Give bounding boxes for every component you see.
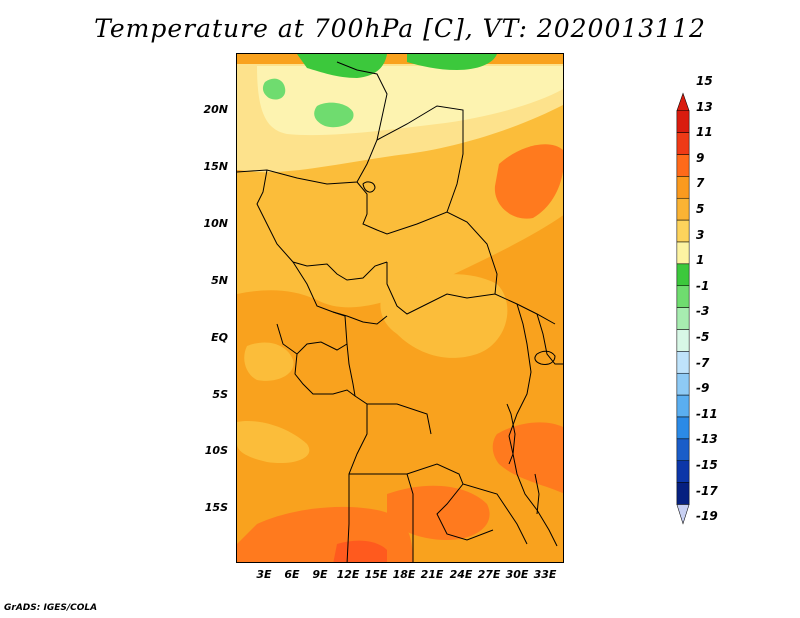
colorbar-segment — [676, 482, 690, 505]
colorbar-segment — [676, 197, 690, 221]
border-line — [276, 323, 348, 355]
field-1-3-west — [262, 78, 286, 100]
colorbar-high-arrow — [676, 92, 690, 112]
colorbar-label: 5 — [696, 202, 705, 216]
lat-label: 10S — [204, 444, 228, 457]
country-borders — [237, 61, 563, 562]
border-line — [536, 313, 563, 365]
lat-label: 5N — [211, 274, 228, 287]
colorbar-label: -9 — [696, 381, 710, 396]
lat-label: 20N — [203, 103, 228, 116]
colorbar-segments — [676, 110, 690, 505]
border-line — [356, 181, 498, 295]
colorbar-label: 13 — [696, 99, 713, 114]
colorbar — [676, 92, 690, 525]
lon-label: 33E — [533, 568, 557, 581]
field-1-3-top-right — [407, 54, 497, 70]
colorbar-segment — [676, 372, 690, 396]
colorbar-segment — [676, 110, 690, 133]
colorbar-label: 9 — [696, 150, 705, 165]
lon-label: 30E — [505, 568, 529, 581]
colorbar-label: -5 — [696, 330, 710, 344]
lat-label: EQ — [211, 331, 228, 344]
border-line — [256, 169, 388, 281]
colorbar-label: -15 — [696, 458, 718, 472]
colorbar-label: 3 — [696, 227, 705, 242]
lat-label: 15N — [203, 160, 228, 173]
colorbar-label: -19 — [696, 509, 718, 524]
colorbar-label: 15 — [696, 74, 713, 88]
lake-victoria — [534, 350, 556, 365]
field-9-11-sw — [237, 420, 310, 464]
colorbar-segment — [676, 351, 690, 374]
colorbar-label: -13 — [696, 432, 718, 447]
colorbar-segment — [676, 307, 690, 330]
footer-credit: GrADS: IGES/COLA — [4, 603, 98, 613]
colorbar-segment — [676, 460, 690, 483]
lake-tanganyika — [506, 403, 516, 465]
lakes — [362, 181, 556, 515]
map-field — [237, 54, 563, 562]
colorbar-label: -11 — [696, 406, 718, 421]
lat-label: 10N — [203, 217, 228, 230]
border-line — [346, 404, 368, 562]
colorbar-label: 1 — [696, 253, 705, 268]
colorbar-label: 7 — [696, 176, 705, 191]
field-9-11-west — [244, 342, 294, 381]
colorbar-segment — [676, 285, 690, 308]
lon-label: 24E — [449, 568, 473, 581]
border-line — [436, 483, 494, 541]
field-9-11-central — [380, 274, 508, 358]
lon-label: 27E — [477, 568, 501, 581]
border-line — [332, 311, 432, 435]
colorbar-segment — [676, 219, 690, 243]
colorbar-segment — [676, 132, 690, 155]
colorbar-label: -7 — [696, 355, 710, 370]
colorbar-segment — [676, 329, 690, 352]
lon-label: 21E — [420, 568, 444, 581]
colorbar-label: -1 — [696, 278, 710, 293]
border-line — [349, 463, 528, 545]
colorbar-segment — [676, 438, 690, 462]
lake-malawi — [534, 473, 540, 515]
field-1-3-mid — [314, 102, 354, 128]
lon-label: 15E — [364, 568, 388, 581]
border-line — [508, 303, 532, 437]
colorbar-low-arrow — [676, 504, 690, 525]
colorbar-segment — [676, 394, 690, 418]
colorbar-segment — [676, 241, 690, 265]
colorbar-segment — [676, 263, 690, 287]
lon-label: 18E — [392, 568, 416, 581]
field-9-11 — [237, 94, 563, 308]
border-line — [376, 105, 464, 213]
colorbar-label: -17 — [696, 483, 718, 498]
lon-label: 3E — [256, 568, 272, 581]
colorbar-segment — [676, 416, 690, 440]
lon-label: 12E — [336, 568, 360, 581]
lake-chad — [362, 181, 376, 193]
colorbar-segment — [676, 154, 690, 177]
lon-label: 6E — [284, 568, 300, 581]
field-13-15-ne — [494, 144, 563, 219]
border-line — [406, 473, 414, 562]
chart-title: Temperature at 700hPa [C], VT: 202001311… — [94, 14, 706, 43]
lat-label: 5S — [212, 388, 228, 401]
lat-label: 15S — [204, 501, 228, 514]
border-line — [386, 262, 556, 325]
field-15-plus — [333, 540, 387, 562]
border-line — [294, 353, 356, 397]
colorbar-segment — [676, 176, 690, 199]
temperature-map — [236, 53, 564, 563]
lon-label: 9E — [312, 568, 328, 581]
colorbar-label: -3 — [696, 304, 710, 319]
border-line — [237, 61, 388, 185]
colorbar-label: 11 — [696, 125, 713, 140]
